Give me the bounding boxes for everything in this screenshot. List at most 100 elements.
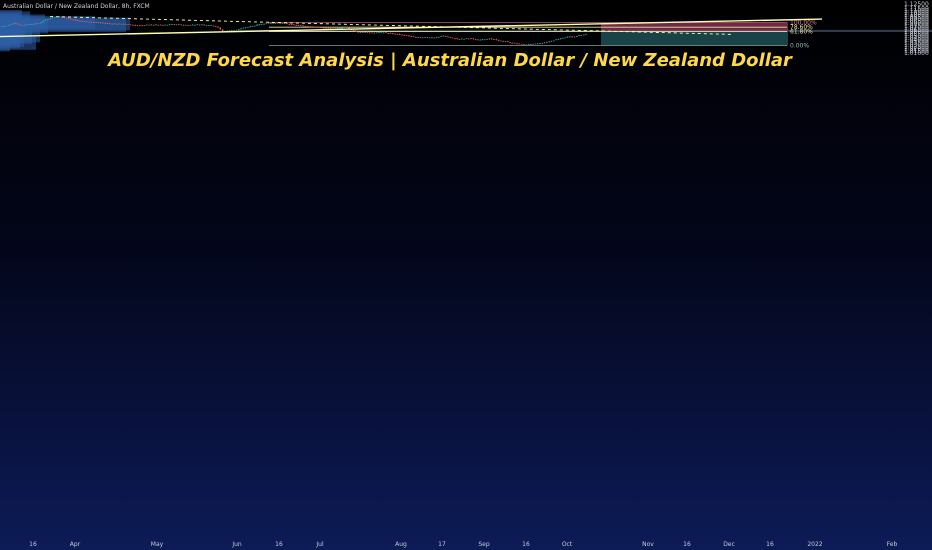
candle-body	[150, 24, 153, 26]
chart-title: AUD/NZD Forecast Analysis | Australian D…	[108, 50, 792, 71]
candle-body	[311, 26, 314, 28]
candle-body	[297, 25, 300, 26]
candle-body	[58, 16, 61, 18]
candle-body	[235, 29, 238, 31]
candle-body	[12, 23, 15, 25]
candle-body	[435, 37, 438, 38]
candle-body	[320, 27, 323, 29]
price-tick-label: 1.10000	[904, 12, 929, 19]
candle-body	[233, 30, 235, 31]
candle-body	[290, 23, 293, 25]
candle-body	[378, 32, 380, 33]
candle-body	[385, 32, 387, 34]
time-tick-label: 16	[275, 541, 283, 548]
price-tick-label: 1.10500	[904, 10, 929, 17]
time-tick-label: 16	[29, 541, 37, 548]
candle-body	[102, 22, 104, 24]
candle-body	[157, 24, 159, 26]
candle-body	[410, 35, 412, 37]
candle-body	[72, 19, 74, 21]
candle-body	[86, 21, 88, 23]
candle-body	[479, 39, 481, 41]
time-tick-label: 16	[522, 541, 530, 548]
candle-body	[145, 24, 148, 26]
candle-body	[53, 17, 56, 18]
candle-body	[203, 24, 205, 26]
candle-body	[104, 23, 107, 24]
candle-body	[343, 26, 346, 28]
candle-body	[461, 38, 463, 40]
candle-body	[281, 23, 284, 24]
candle-body	[566, 36, 569, 38]
candle-body	[412, 36, 415, 37]
candle-body	[70, 18, 72, 20]
candle-body	[219, 27, 222, 30]
candle-body	[557, 39, 560, 40]
candle-body	[44, 19, 47, 21]
candle-body	[30, 24, 33, 25]
candle-body	[550, 41, 553, 42]
position-layer	[601, 22, 788, 46]
candle-body	[178, 24, 180, 25]
candle-body	[403, 34, 406, 36]
candle-body	[424, 37, 426, 39]
candle-body	[578, 35, 580, 36]
fib-level-label: 78.60%	[790, 24, 813, 31]
price-tick-label: 1.08000	[904, 20, 929, 27]
price-tick-label: 1.07500	[904, 22, 929, 29]
candle-body	[7, 25, 10, 26]
candle-body	[449, 37, 452, 38]
candle-body	[231, 30, 233, 32]
candle-body	[513, 42, 516, 44]
price-tick-label: 1.06000	[904, 29, 929, 36]
candle-body	[286, 23, 288, 25]
candle-body	[90, 21, 93, 23]
candle-body	[553, 40, 555, 42]
candle-body	[456, 38, 458, 40]
candle-body	[152, 24, 155, 26]
candle-body	[182, 24, 185, 26]
candle-body	[486, 38, 488, 40]
price-tick-label: 1.09000	[904, 16, 929, 23]
candle-body	[175, 24, 178, 26]
time-axis[interactable]: 16 Apr May Jun 16 Jul Aug 17 Sep 16 Oct Nov 16 Dec 16 2…	[29, 541, 897, 548]
price-tick-label: 1.06500	[904, 27, 929, 34]
candle-body	[228, 30, 231, 32]
candle-body	[470, 38, 472, 40]
candle-body	[17, 23, 19, 25]
candle-body	[309, 26, 311, 28]
price-tick-label: 1.08500	[904, 18, 929, 25]
candle-body	[189, 24, 192, 26]
candle-body	[304, 25, 307, 27]
candle-body	[267, 22, 270, 24]
candle-body	[116, 23, 118, 25]
candle-body	[270, 23, 272, 24]
candle-body	[162, 24, 164, 26]
candle-body	[534, 43, 537, 45]
candle-body	[467, 38, 470, 40]
candle-body	[543, 42, 546, 44]
candle-body	[47, 19, 49, 21]
price-tick-label: 1.03000	[904, 41, 929, 48]
candle-body	[277, 22, 279, 24]
candle-body	[60, 16, 63, 18]
time-tick-label: Nov	[642, 541, 654, 548]
candle-body	[336, 28, 339, 29]
candle-body	[559, 38, 562, 40]
candle-body	[366, 32, 369, 33]
candle-body	[401, 34, 403, 36]
candle-body	[481, 39, 484, 40]
candle-body	[272, 23, 274, 24]
time-tick-label: Oct	[562, 541, 573, 548]
candle-body	[497, 39, 500, 41]
candle-body	[143, 25, 146, 26]
price-axis[interactable]: 1.125001.115001.110001.105001.100001.095…	[904, 1, 929, 57]
candle-body	[571, 36, 573, 38]
candle-body	[132, 24, 134, 26]
candle-body	[327, 28, 330, 29]
candle-body	[260, 24, 263, 25]
ascending-trendline[interactable]	[0, 18, 823, 38]
candle-body	[180, 24, 182, 26]
candle-body	[21, 24, 24, 26]
